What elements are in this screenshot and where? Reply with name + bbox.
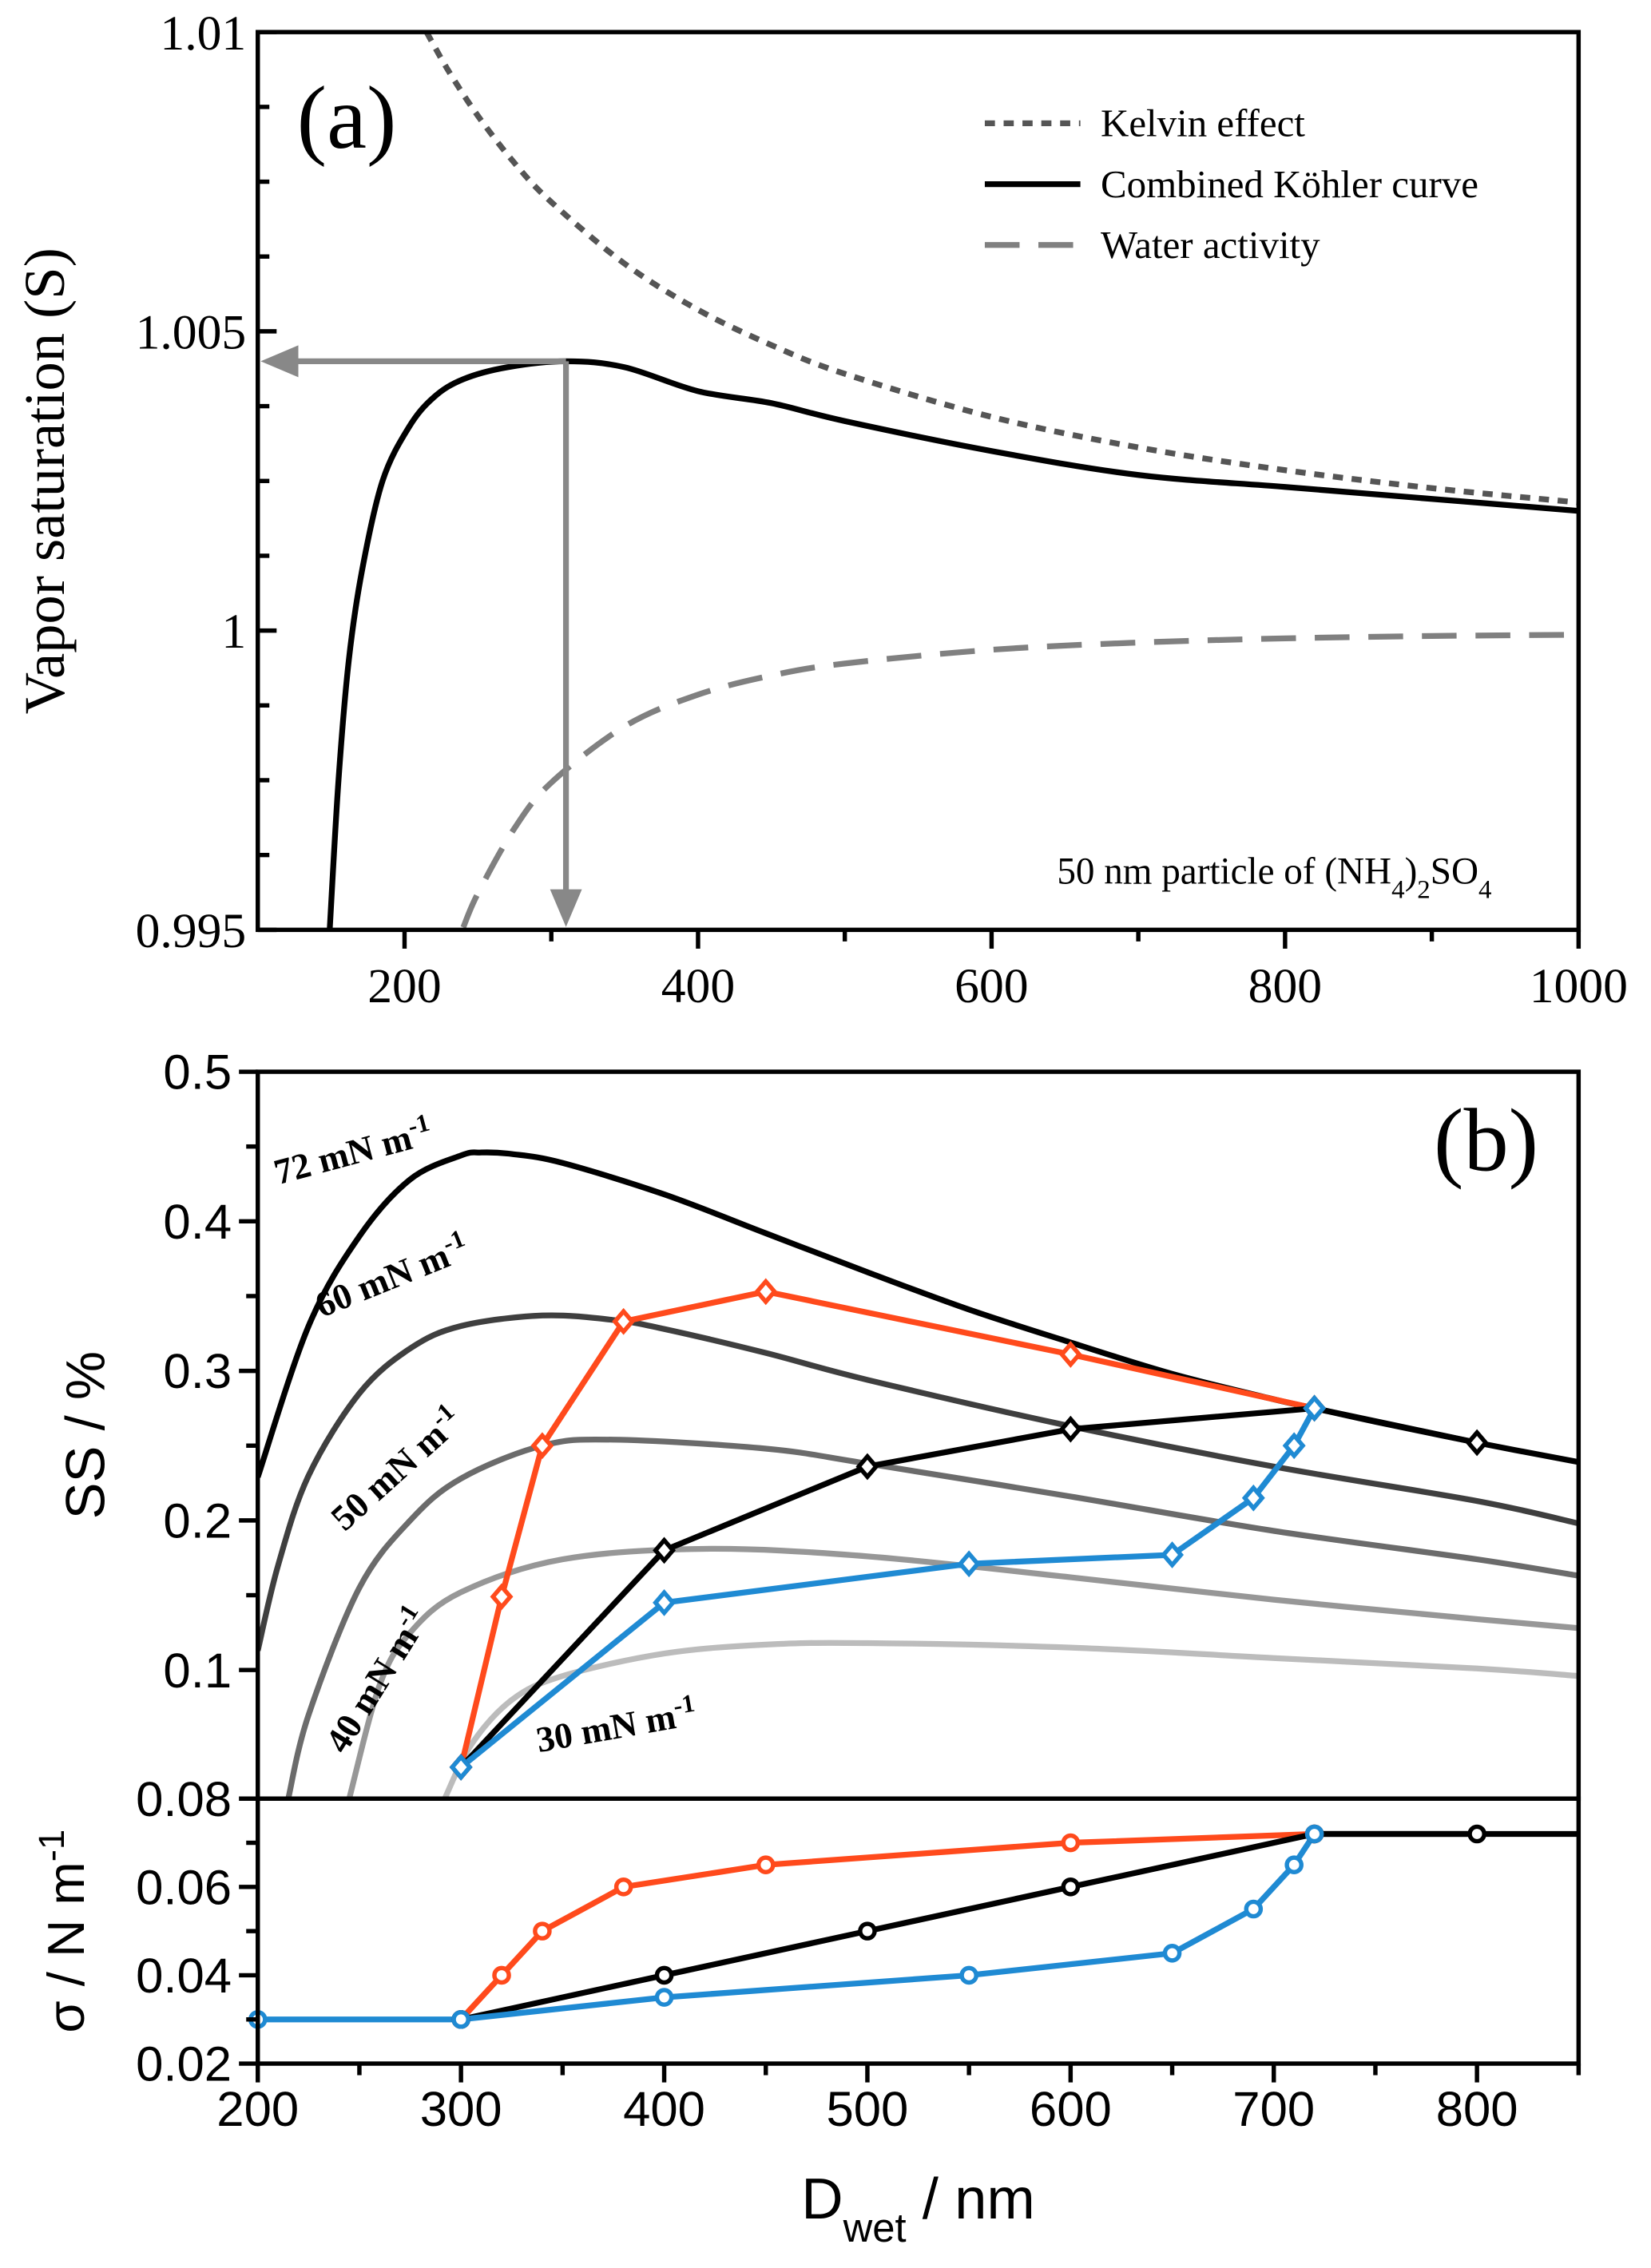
marker: [653, 1536, 677, 1564]
series-line: [327, 358, 1579, 930]
subscript: 2: [1417, 875, 1431, 904]
marker: [613, 1877, 633, 1897]
panel-label: (b): [1434, 1091, 1538, 1190]
marker: [1304, 1824, 1324, 1844]
marker: [855, 1453, 879, 1481]
y-axis-label: SS / %: [55, 1351, 117, 1520]
marker: [1061, 1833, 1081, 1853]
x-tick-label: 600: [1030, 2082, 1112, 2137]
series-line: [257, 1832, 1317, 2023]
marker: [1241, 1484, 1265, 1512]
y-tick-label: 1: [221, 605, 246, 659]
text-part: ): [1405, 850, 1418, 892]
marker: [1244, 1899, 1264, 1919]
series-line: [257, 1312, 1579, 1651]
x-tick-label: 800: [1248, 959, 1322, 1013]
series-line: [460, 1830, 1478, 2023]
text-part: 50 nm particle of (NH: [1057, 850, 1391, 892]
marker: [1161, 1541, 1185, 1568]
y-tick-label: 0.5: [163, 1045, 232, 1100]
marker: [654, 1965, 674, 1985]
marker: [1284, 1855, 1304, 1874]
y-axis-label: σ / N m-1: [31, 1830, 95, 2033]
text-part: SO: [1431, 850, 1478, 892]
series-line: [458, 1405, 1478, 1770]
x-axis-label: Dwet / nm: [801, 2167, 1035, 2250]
marker: [756, 1855, 776, 1874]
y-tick-label: 0.06: [136, 1860, 232, 1915]
legend-label: Water activity: [1101, 223, 1320, 267]
x-tick-label: 300: [420, 2082, 502, 2137]
arrow-head: [550, 889, 582, 927]
marker: [1162, 1944, 1182, 1963]
y-tick-label: 0.3: [163, 1344, 232, 1399]
y-axis-label: Vapor saturation (S): [12, 248, 77, 714]
x-tick-label: 400: [661, 959, 735, 1013]
series-line: [285, 1436, 1579, 1799]
x-tick-label: 200: [367, 959, 441, 1013]
panel-label: (a): [297, 69, 397, 168]
marker: [654, 1988, 674, 2007]
plot-area: [327, 32, 1579, 930]
marker: [449, 1754, 473, 1781]
text-part: / nm: [907, 2167, 1035, 2231]
x-tick-label: 400: [623, 2082, 705, 2137]
y-tick-label: 1.005: [136, 305, 247, 359]
marker: [754, 1278, 778, 1306]
series-line: [346, 1545, 1579, 1799]
marker: [492, 1965, 511, 1985]
marker: [1282, 1432, 1306, 1460]
y-tick-label: 0.02: [136, 2037, 232, 2092]
y-tick-label: 0.08: [136, 1772, 232, 1827]
x-tick-label: 1000: [1530, 959, 1628, 1013]
series-line: [442, 1640, 1579, 1799]
y-tick-label: 0.4: [163, 1195, 232, 1250]
x-tick-label: 800: [1436, 2082, 1518, 2137]
marker: [1303, 1394, 1327, 1422]
marker: [858, 1921, 877, 1941]
marker: [653, 1589, 677, 1616]
x-tick-label: 700: [1232, 2082, 1315, 2137]
subscript: wet: [843, 2205, 907, 2250]
text-part: σ / N m: [37, 1862, 95, 2032]
arrow-head: [260, 345, 299, 378]
marker: [1061, 1877, 1081, 1897]
y-tick-label: 1.01: [160, 6, 246, 61]
x-tick-label: 200: [216, 2082, 299, 2137]
marker: [530, 1432, 554, 1460]
marker: [1467, 1824, 1486, 1844]
marker: [957, 1550, 981, 1578]
marker: [959, 1965, 978, 1985]
marker: [533, 1921, 552, 1941]
marker: [1465, 1429, 1489, 1457]
subscript: 4: [1391, 875, 1405, 904]
subscript: 4: [1478, 875, 1491, 904]
panel: 0.02 0.04 0.06 0.08 200 300 400 500 600 700 800 σ /…: [31, 1772, 1582, 2250]
marker: [1058, 1341, 1082, 1368]
marker: [1058, 1415, 1082, 1443]
superscript: -1: [31, 1830, 72, 1862]
panel: 0.995 1 1.005 1.01 200 400 600 800 1000 Vapor sat…: [12, 6, 1628, 1013]
legend-label: Kelvin effect: [1101, 101, 1305, 145]
y-tick-label: 0.1: [163, 1644, 232, 1699]
marker: [490, 1583, 514, 1611]
y-tick-label: 0.04: [136, 1949, 232, 2004]
x-tick-label: 600: [954, 959, 1028, 1013]
marker: [451, 2009, 470, 2029]
marker: [612, 1307, 636, 1335]
legend-label: Combined Köhler curve: [1101, 162, 1478, 206]
text-part: D: [801, 2167, 843, 2231]
superscript: -1: [671, 1688, 697, 1719]
annotation: 50 nm particle of (NH4)2SO4: [1057, 850, 1491, 904]
y-tick-label: 0.995: [136, 904, 247, 958]
y-tick-label: 0.2: [163, 1493, 232, 1548]
series-line: [460, 632, 1579, 929]
x-tick-label: 500: [827, 2082, 909, 2137]
